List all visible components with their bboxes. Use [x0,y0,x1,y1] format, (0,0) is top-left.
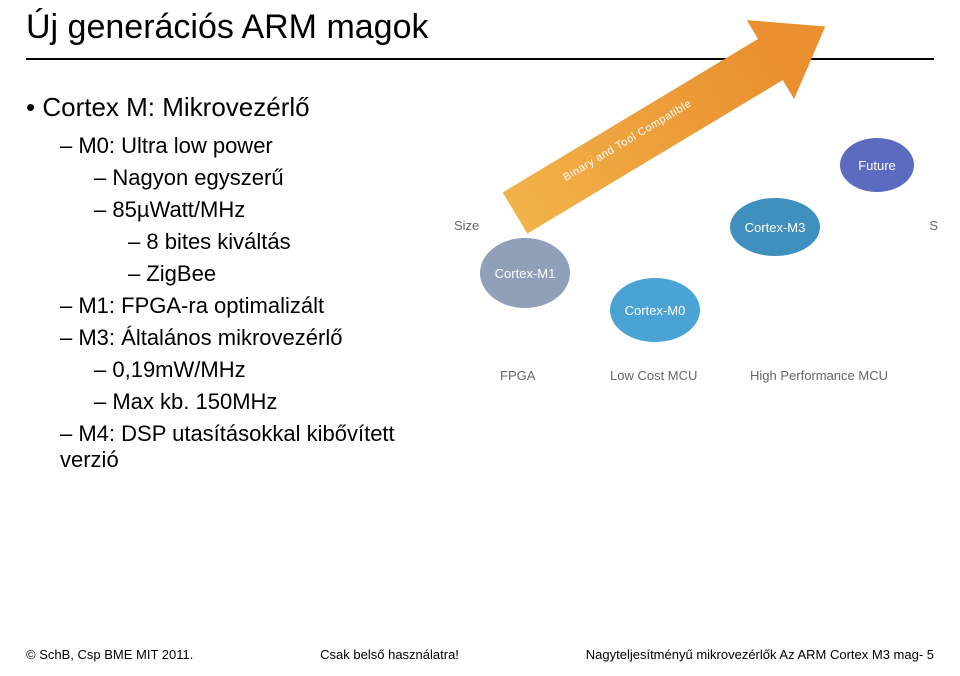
list-item: 85µWatt/MHz [94,197,446,223]
list-item: M3: Általános mikrovezérlő [60,325,446,351]
slide: Új generációs ARM magok Cortex M: Mikrov… [0,0,960,676]
bullet-list: Cortex M: Mikrovezérlő M0: Ultra low pow… [26,92,446,479]
cortex-diagram: Size S Binary and Tool Compatible Cortex… [460,68,940,398]
list-item: M0: Ultra low power [60,133,446,159]
footer-center: Csak belső használatra! [320,647,459,662]
list-item: Nagyon egyszerű [94,165,446,191]
cortex-bubble: Future [840,138,914,192]
cortex-bubble: Cortex-M0 [610,278,700,342]
x-axis-label: Low Cost MCU [610,368,697,383]
list-item: 8 bites kiváltás [128,229,446,255]
list-item: M1: FPGA-ra optimalizált [60,293,446,319]
footer: © SchB, Csp BME MIT 2011. Csak belső has… [26,647,934,662]
cortex-bubble: Cortex-M3 [730,198,820,256]
axis-label-left: Size [454,218,479,233]
list-item: M4: DSP utasításokkal kibővített verzió [60,421,446,473]
axis-label-right: S [929,218,938,233]
list-item: ZigBee [128,261,446,287]
footer-right: Nagyteljesítményű mikrovezérlők Az ARM C… [586,647,934,662]
list-item: Max kb. 150MHz [94,389,446,415]
x-axis-label: FPGA [500,368,535,383]
footer-left: © SchB, Csp BME MIT 2011. [26,647,193,662]
page-title: Új generációs ARM magok [26,8,429,47]
list-item: 0,19mW/MHz [94,357,446,383]
cortex-bubble: Cortex-M1 [480,238,570,308]
list-item: Cortex M: Mikrovezérlő [26,92,446,123]
x-axis-label: High Performance MCU [750,368,888,383]
